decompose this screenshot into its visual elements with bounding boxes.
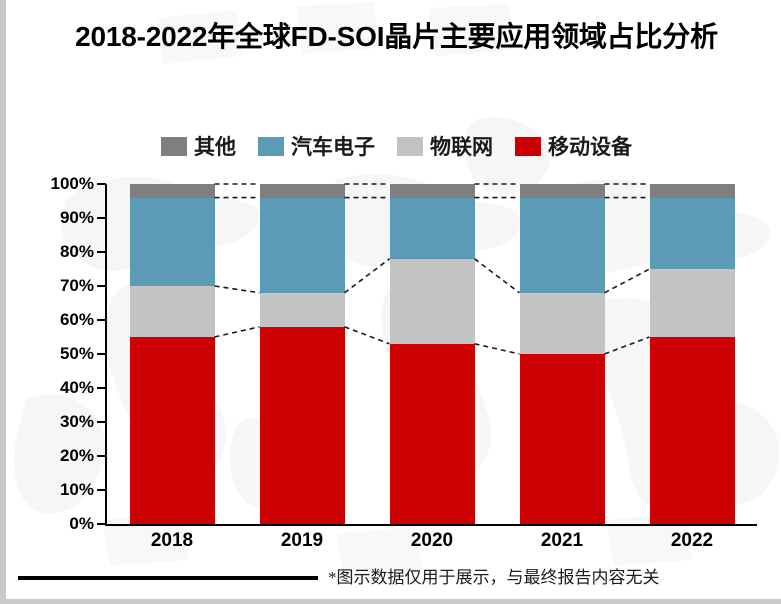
legend-item-iot[interactable]: 物联网 bbox=[397, 131, 493, 161]
plot-area: 0% 10% 20% 30% 40% 50% 60% 70% 80% 90% 100% 2018 20… bbox=[6, 0, 781, 599]
y-axis-labels: 0% 10% 20% 30% 40% 50% 60% 70% 80% 90% 100% bbox=[6, 0, 94, 599]
bar-segment[interactable] bbox=[389, 343, 475, 524]
bar-segment[interactable] bbox=[649, 337, 735, 524]
y-tick-label: 80% bbox=[59, 242, 94, 261]
bar-segment[interactable] bbox=[519, 354, 605, 524]
legend-label-automotive: 汽车电子 bbox=[291, 135, 375, 159]
legend-swatch-other bbox=[161, 136, 187, 156]
y-tick-mark bbox=[97, 353, 106, 355]
legend-swatch-automotive bbox=[258, 136, 284, 156]
chart-title: 2018-2022年全球FD-SOI晶片主要应用领域占比分析 bbox=[75, 21, 718, 52]
bar-segment[interactable] bbox=[519, 184, 605, 198]
bar-segment[interactable] bbox=[259, 326, 345, 524]
footnote-rule bbox=[18, 576, 318, 580]
bar-segment[interactable] bbox=[389, 258, 475, 344]
x-tick-label: 2022 bbox=[670, 530, 714, 551]
legend-item-other[interactable]: 其他 bbox=[161, 131, 236, 161]
x-tick-label: 2018 bbox=[150, 530, 194, 551]
y-tick-label: 50% bbox=[59, 344, 94, 363]
bar-segment[interactable] bbox=[129, 197, 215, 286]
x-axis-line bbox=[105, 524, 757, 526]
bar-2018[interactable] bbox=[129, 184, 215, 524]
legend-swatch-mobile bbox=[515, 136, 541, 156]
y-tick-label: 30% bbox=[59, 412, 94, 431]
bar-segment[interactable] bbox=[129, 184, 215, 198]
legend-swatch-iot bbox=[397, 136, 423, 156]
bar-segment[interactable] bbox=[519, 292, 605, 354]
y-axis-line bbox=[105, 184, 107, 526]
y-tick-mark bbox=[97, 285, 106, 287]
y-tick-label: 20% bbox=[59, 446, 94, 465]
y-tick-label: 100% bbox=[50, 174, 94, 193]
bar-segment[interactable] bbox=[389, 184, 475, 198]
y-tick-label: 90% bbox=[59, 208, 94, 227]
chart-legend: 其他 汽车电子 物联网 移动设备 bbox=[6, 131, 781, 161]
bar-segment[interactable] bbox=[649, 184, 735, 198]
bar-segment[interactable] bbox=[649, 269, 735, 337]
legend-label-mobile: 移动设备 bbox=[548, 135, 632, 159]
y-tick-mark bbox=[97, 489, 106, 491]
bar-segment[interactable] bbox=[129, 337, 215, 524]
bar-segment[interactable] bbox=[649, 197, 735, 269]
y-tick-mark bbox=[97, 455, 106, 457]
bar-segment[interactable] bbox=[519, 197, 605, 293]
x-tick-label: 2019 bbox=[280, 530, 324, 551]
bar-segment[interactable] bbox=[259, 197, 345, 293]
bar-segment[interactable] bbox=[389, 197, 475, 259]
y-tick-label: 0% bbox=[69, 514, 94, 533]
bar-2020[interactable] bbox=[389, 184, 475, 524]
y-tick-mark bbox=[97, 523, 106, 525]
y-tick-label: 70% bbox=[59, 276, 94, 295]
x-tick-label: 2021 bbox=[540, 530, 584, 551]
y-tick-mark bbox=[97, 387, 106, 389]
y-tick-label: 10% bbox=[59, 480, 94, 499]
bar-segment[interactable] bbox=[259, 184, 345, 198]
y-tick-label: 40% bbox=[59, 378, 94, 397]
bar-2019[interactable] bbox=[259, 184, 345, 524]
legend-item-automotive[interactable]: 汽车电子 bbox=[258, 131, 375, 161]
bar-segment[interactable] bbox=[259, 292, 345, 327]
bar-2022[interactable] bbox=[649, 184, 735, 524]
bar-2021[interactable] bbox=[519, 184, 605, 524]
legend-label-iot: 物联网 bbox=[430, 135, 493, 159]
x-tick-label: 2020 bbox=[410, 530, 454, 551]
y-tick-mark bbox=[97, 183, 106, 185]
y-tick-mark bbox=[97, 319, 106, 321]
legend-item-mobile[interactable]: 移动设备 bbox=[515, 131, 632, 161]
bar-segment[interactable] bbox=[129, 286, 215, 337]
footnote-text: *图示数据仅用于展示，与最终报告内容无关 bbox=[328, 568, 660, 587]
y-tick-mark bbox=[97, 251, 106, 253]
legend-label-other: 其他 bbox=[194, 135, 236, 159]
y-tick-label: 60% bbox=[59, 310, 94, 329]
y-tick-mark bbox=[97, 217, 106, 219]
y-tick-mark bbox=[97, 421, 106, 423]
